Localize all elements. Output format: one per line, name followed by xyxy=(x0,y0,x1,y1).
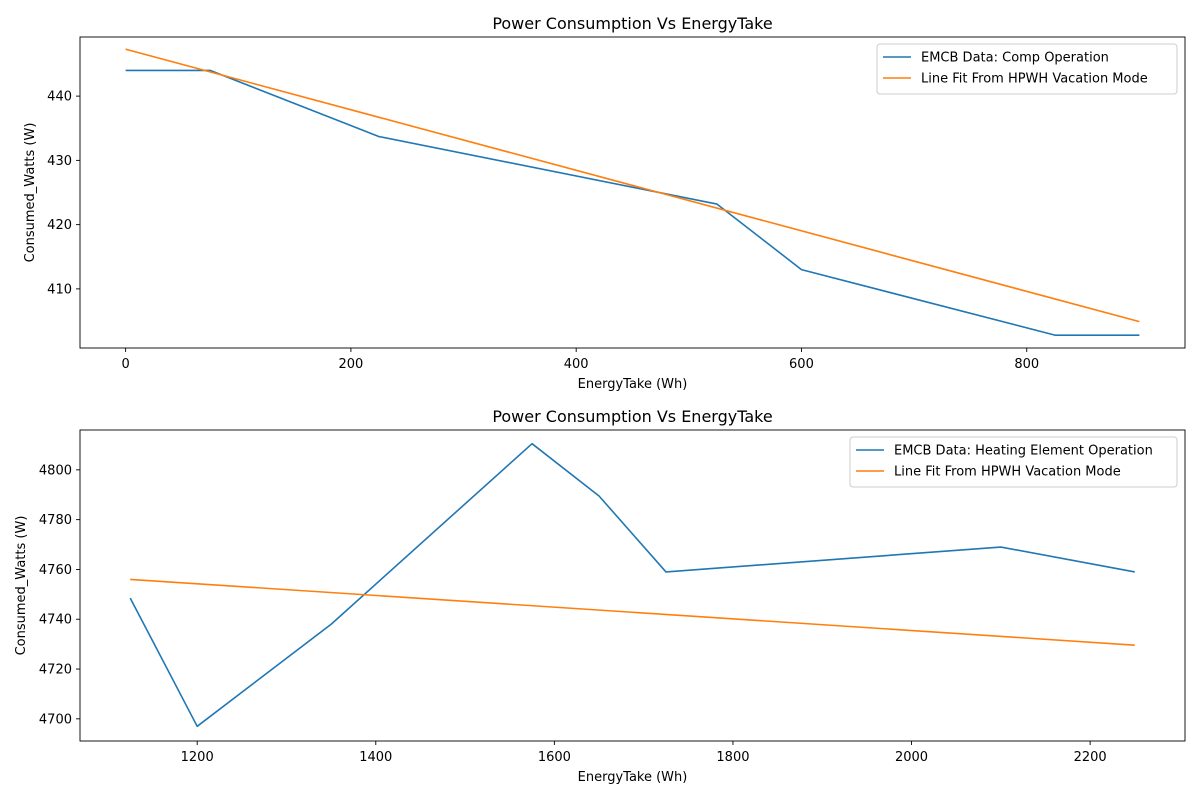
x-tick-label: 400 xyxy=(564,357,589,372)
x-tick-label: 200 xyxy=(338,357,363,372)
legend: EMCB Data: Comp Operation Line Fit From H… xyxy=(876,43,1178,95)
y-tick-label: 4760 xyxy=(39,563,72,578)
y-tick-label: 420 xyxy=(47,218,72,233)
legend-box xyxy=(849,436,1178,488)
x-axis-label: EnergyTake (Wh) xyxy=(578,770,688,785)
x-tick-label: 2000 xyxy=(895,750,928,765)
y-tick-label: 4780 xyxy=(39,513,72,528)
legend-label: Line Fit From HPWH Vacation Mode xyxy=(921,72,1148,87)
x-tick-label: 0 xyxy=(121,357,129,372)
series-line-2 xyxy=(125,48,1140,323)
y-axis-label: Consumed_Watts (W) xyxy=(14,516,29,656)
x-tick-label: 1600 xyxy=(538,750,571,765)
y-tick-label: 4700 xyxy=(39,712,72,727)
x-tick-label: 1400 xyxy=(359,750,392,765)
y-axis-label: Consumed_Watts (W) xyxy=(23,123,38,263)
x-tick-label: 1200 xyxy=(181,750,214,765)
axes-frame xyxy=(79,36,1186,349)
x-tick-label: 1800 xyxy=(716,750,749,765)
chart-1: 0 200 400 600 800 410 420 430 440 Power Consumpti… xyxy=(23,14,1186,392)
legend-label: EMCB Data: Comp Operation xyxy=(921,51,1109,66)
x-tick-label: 600 xyxy=(789,357,814,372)
y-tick-label: 4800 xyxy=(39,463,72,478)
y-tick-label: 4740 xyxy=(39,613,72,628)
y-tick-label: 440 xyxy=(47,90,72,105)
axes-frame xyxy=(79,429,1186,742)
legend-label: EMCB Data: Heating Element Operation xyxy=(894,444,1153,459)
chart-title: Power Consumption Vs EnergyTake xyxy=(492,14,772,33)
y-tick-label: 430 xyxy=(47,154,72,169)
y-tick-label: 410 xyxy=(47,282,72,297)
y-tick-label: 4720 xyxy=(39,663,72,678)
series-line-2 xyxy=(130,578,1135,646)
legend-label: Line Fit From HPWH Vacation Mode xyxy=(894,465,1121,480)
x-tick-label: 800 xyxy=(1014,357,1039,372)
legend: EMCB Data: Heating Element Operation Line… xyxy=(849,436,1178,488)
chart-title: Power Consumption Vs EnergyTake xyxy=(492,407,772,426)
x-tick-label: 2200 xyxy=(1074,750,1107,765)
legend-box xyxy=(876,43,1178,95)
x-axis-label: EnergyTake (Wh) xyxy=(578,377,688,392)
series-line-1 xyxy=(129,442,1135,728)
chart-2: 1200 1400 1600 1800 2000 2200 4700 4720 4740 4760… xyxy=(14,407,1186,785)
series-line-1 xyxy=(125,69,1140,336)
